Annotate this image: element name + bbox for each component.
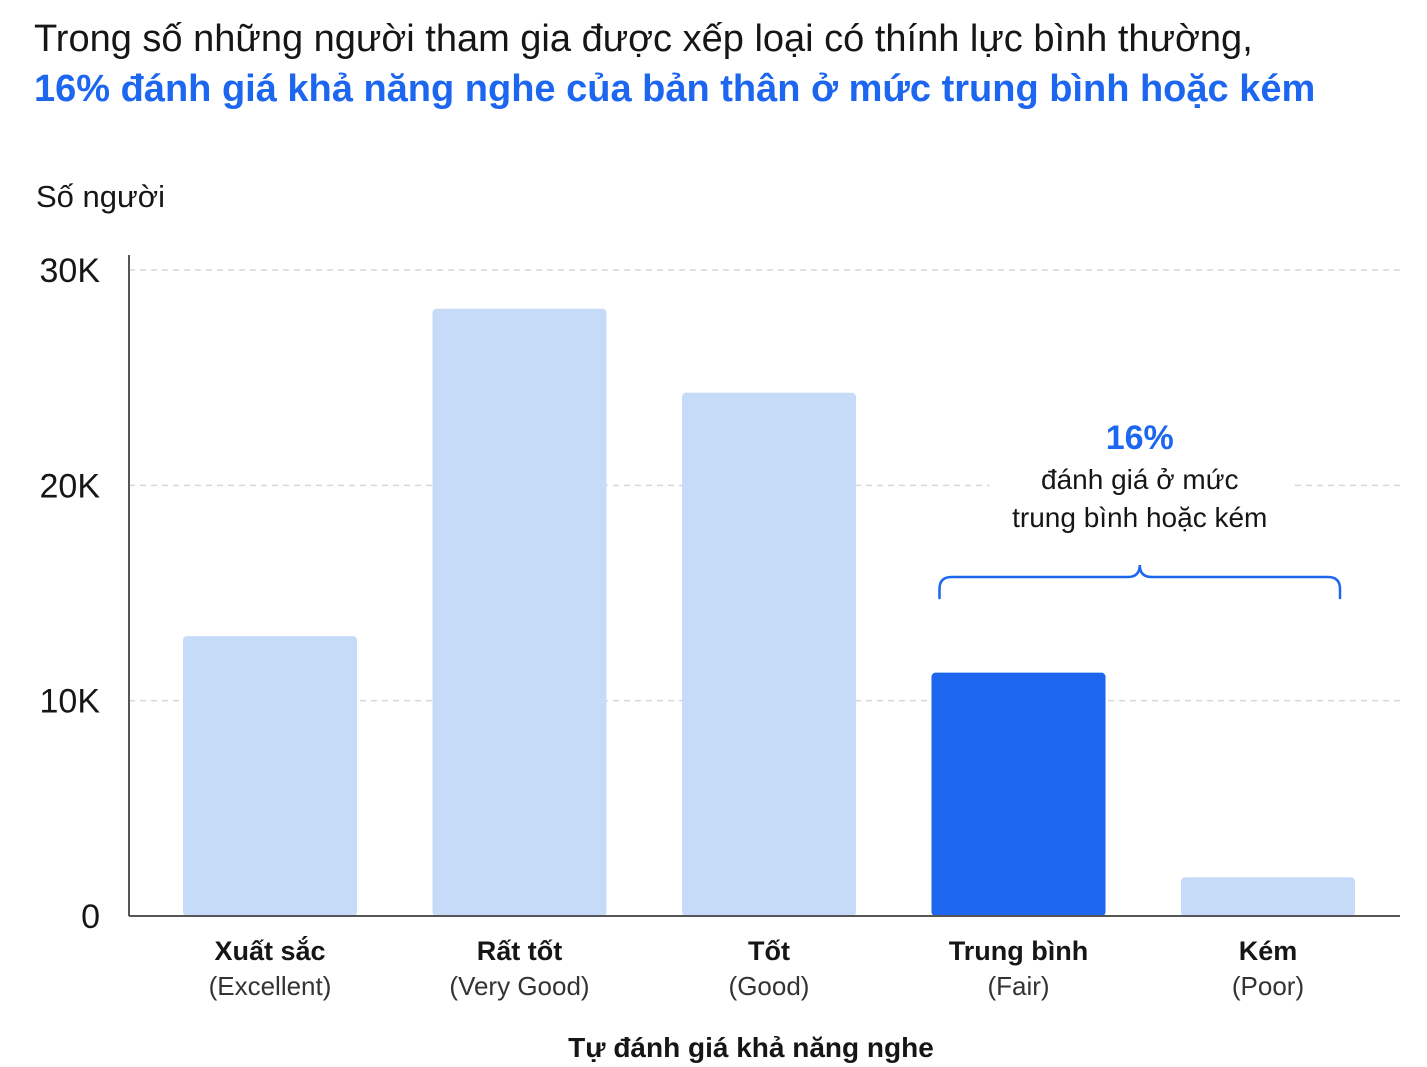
x-axis-title: Tự đánh giá khả năng nghe [568, 1032, 934, 1063]
bar [931, 672, 1106, 916]
headline-line-1: Trong số những người tham gia được xếp l… [34, 18, 1253, 60]
bar [183, 636, 357, 916]
annotation-line-2: trung bình hoặc kém [1012, 502, 1267, 533]
x-tick-label: Tốt [748, 936, 790, 966]
y-tick-label: 30K [40, 252, 101, 290]
x-tick-sublabel: (Fair) [987, 971, 1049, 1001]
annotation-brace [938, 564, 1342, 600]
x-tick-sublabel: (Excellent) [209, 971, 332, 1001]
headline-line-2: 16% đánh giá khả năng nghe của bản thân … [34, 68, 1316, 110]
bars [183, 308, 1355, 916]
y-tick-label: 0 [81, 898, 100, 936]
x-tick-label: Xuất sắc [214, 935, 325, 966]
x-tick-sublabel: (Poor) [1232, 971, 1304, 1001]
x-tick-label: Trung bình [949, 936, 1088, 966]
bar [1181, 877, 1355, 916]
headline: Trong số những người tham gia được xếp l… [34, 14, 1414, 114]
y-axis-ticks: 0 10K 20K 30K [40, 252, 101, 936]
annotation-line-1: đánh giá ở mức [1041, 464, 1238, 495]
bar [432, 308, 607, 916]
x-tick-label: Rất tốt [477, 936, 562, 966]
annotation-percent: 16% [1106, 419, 1174, 457]
y-tick-label: 20K [40, 467, 101, 505]
y-tick-label: 10K [40, 683, 101, 721]
x-tick-label: Kém [1239, 936, 1298, 966]
x-tick-sublabel: (Good) [729, 971, 810, 1001]
y-axis-title: Số người [36, 179, 165, 214]
x-axis-categories: Xuất sắc (Excellent) Rất tốt (Very Good) Tốt… [209, 935, 1305, 1001]
annotation: 16% đánh giá ở mức trung bình hoặc kém [938, 412, 1342, 600]
bar [682, 392, 856, 916]
annotation-background [989, 412, 1290, 540]
x-tick-sublabel: (Very Good) [449, 971, 589, 1001]
